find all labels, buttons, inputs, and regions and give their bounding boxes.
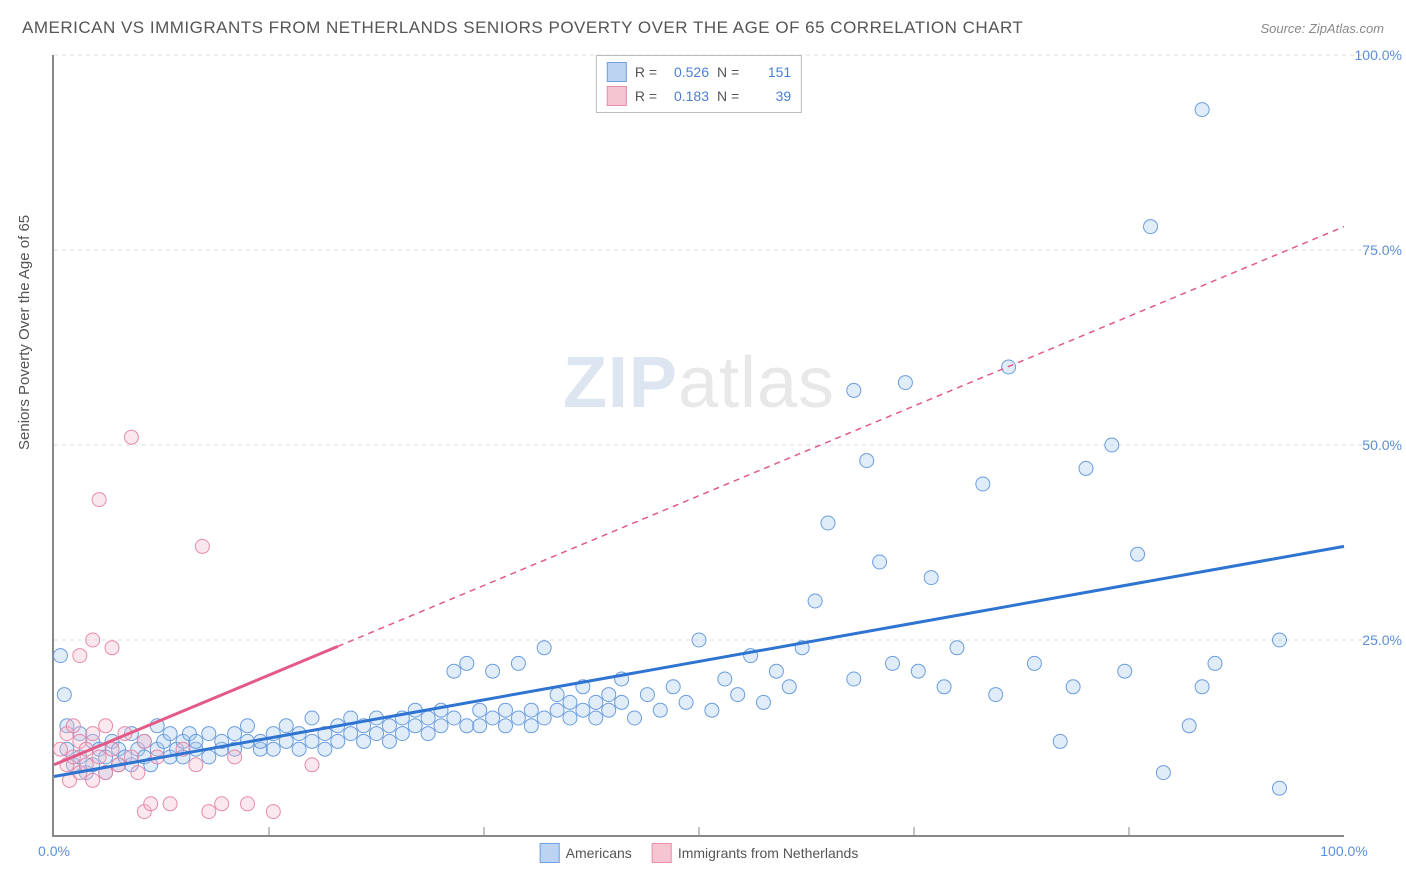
y-tick-label: 75.0% <box>1362 242 1402 258</box>
n-label: N = <box>717 88 739 104</box>
legend-swatch <box>607 86 627 106</box>
trend-line-extrapolated <box>338 227 1344 647</box>
n-value: 39 <box>747 88 791 104</box>
y-axis-label: Seniors Poverty Over the Age of 65 <box>16 215 33 450</box>
x-tick-label: 100.0% <box>1320 843 1367 859</box>
source-label: Source: ZipAtlas.com <box>1260 21 1384 36</box>
chart-title: AMERICAN VS IMMIGRANTS FROM NETHERLANDS … <box>22 18 1023 38</box>
stats-legend-row: R = 0.526 N = 151 <box>607 60 791 84</box>
x-tick-label: 0.0% <box>38 843 70 859</box>
scatter-plot: ZIPatlas R = 0.526 N = 151 R = 0.183 N =… <box>52 55 1344 837</box>
trend-line <box>54 646 338 764</box>
stats-legend-row: R = 0.183 N = 39 <box>607 84 791 108</box>
legend-swatch <box>540 843 560 863</box>
series-legend-label: Immigrants from Netherlands <box>678 845 859 861</box>
stats-legend: R = 0.526 N = 151 R = 0.183 N = 39 <box>596 55 802 113</box>
r-label: R = <box>635 64 657 80</box>
series-legend-item: Immigrants from Netherlands <box>652 843 859 863</box>
r-value: 0.183 <box>665 88 709 104</box>
legend-swatch <box>607 62 627 82</box>
trend-line <box>54 546 1344 776</box>
r-value: 0.526 <box>665 64 709 80</box>
n-value: 151 <box>747 64 791 80</box>
n-label: N = <box>717 64 739 80</box>
series-legend: Americans Immigrants from Netherlands <box>540 843 859 863</box>
series-legend-label: Americans <box>566 845 632 861</box>
legend-swatch <box>652 843 672 863</box>
y-tick-label: 50.0% <box>1362 437 1402 453</box>
r-label: R = <box>635 88 657 104</box>
trend-lines-layer <box>54 55 1344 835</box>
y-tick-label: 100.0% <box>1355 47 1402 63</box>
series-legend-item: Americans <box>540 843 632 863</box>
y-tick-label: 25.0% <box>1362 632 1402 648</box>
